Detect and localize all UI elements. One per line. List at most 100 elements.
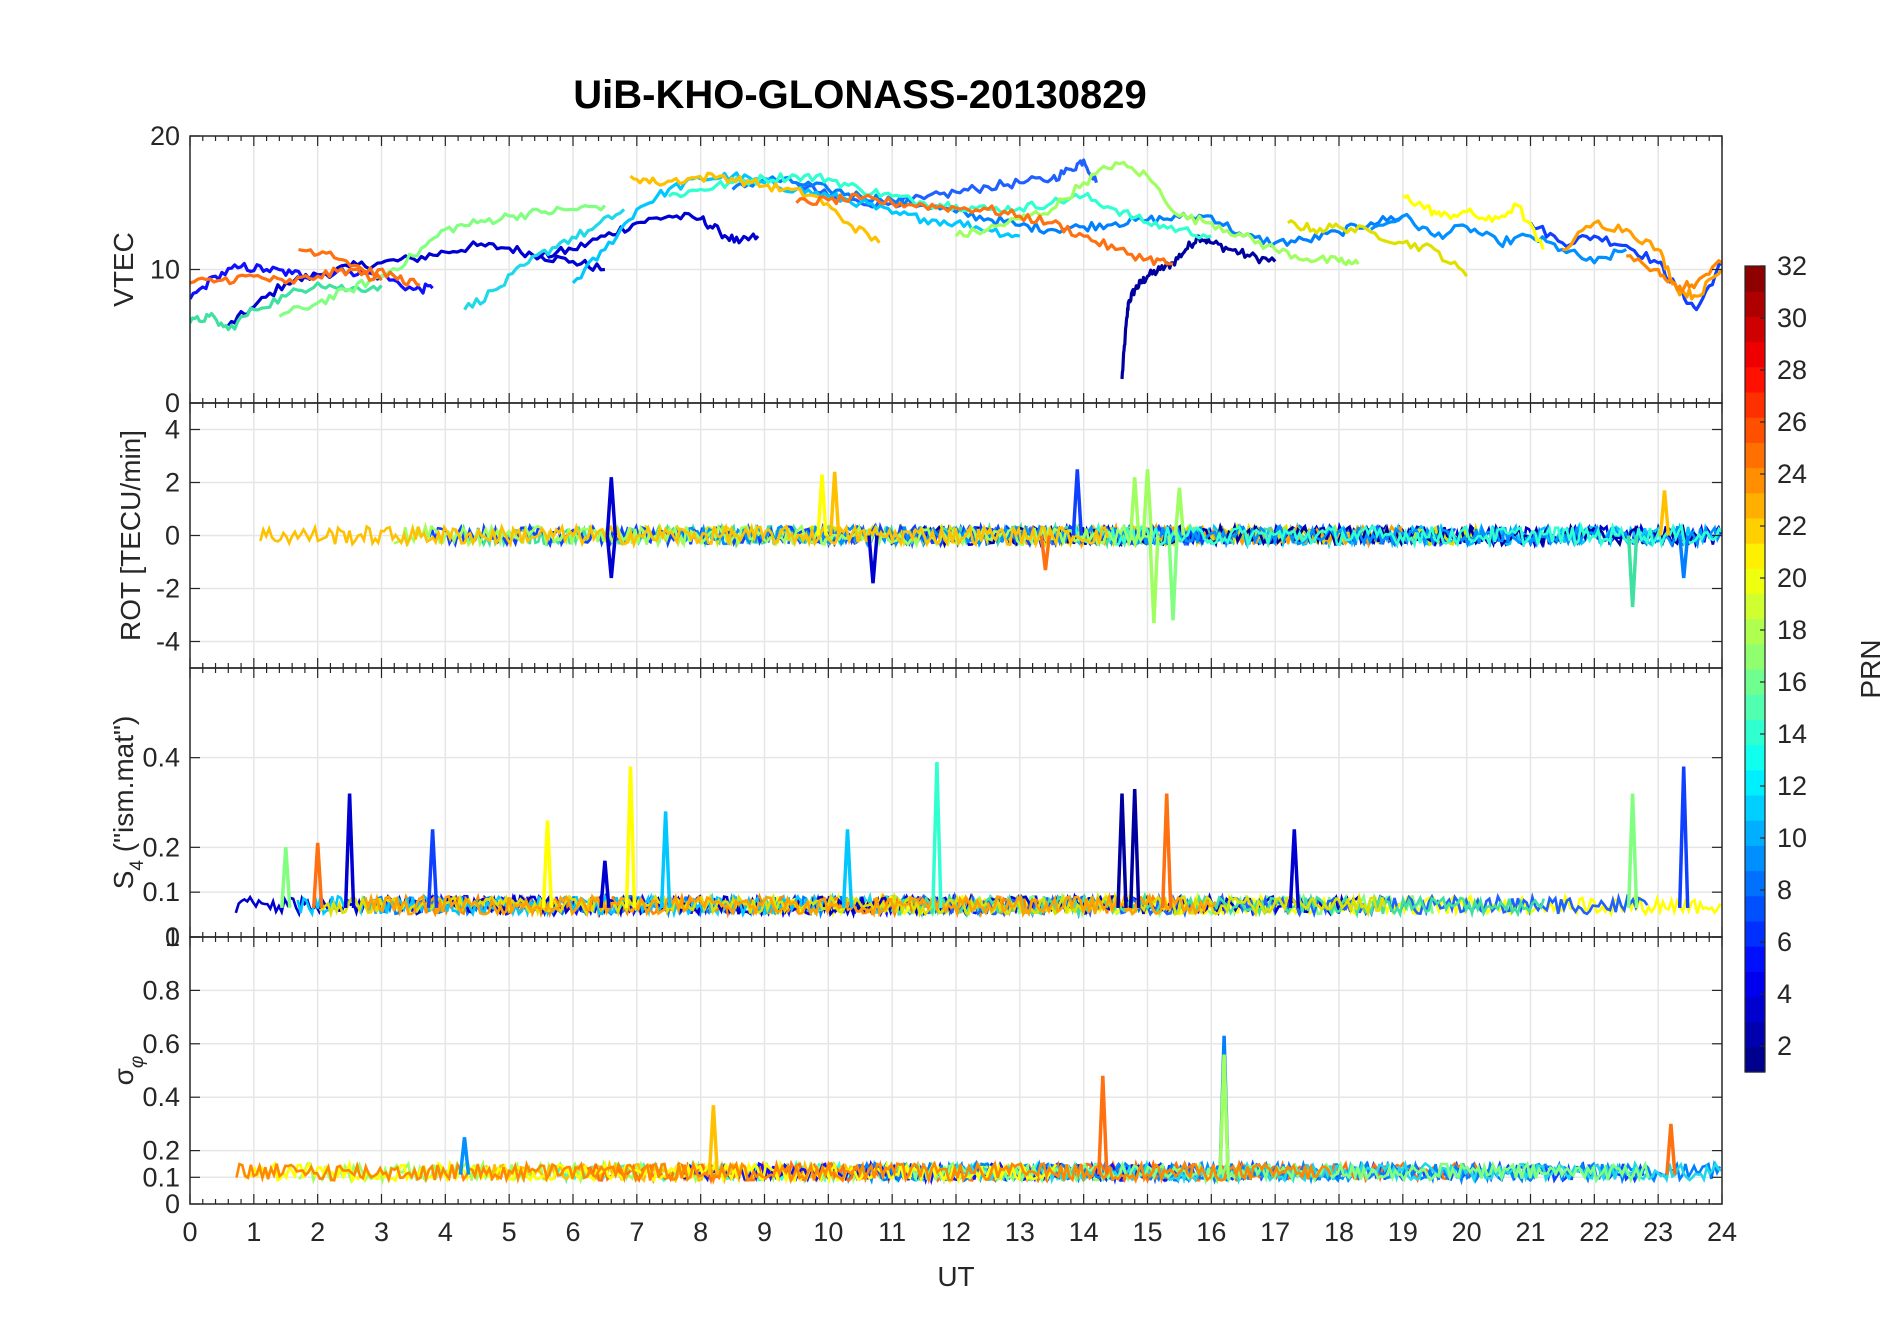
series-line xyxy=(1369,212,1628,265)
spike xyxy=(1218,1054,1230,1175)
y-tick-label: 4 xyxy=(165,415,180,445)
colorbar-segment xyxy=(1745,316,1765,343)
series-line xyxy=(190,266,383,286)
y-axis-label-sigma: σ xyxy=(108,1068,139,1085)
colorbar-segment xyxy=(1745,794,1765,821)
spike xyxy=(1288,829,1301,908)
y-tick-label: 0.8 xyxy=(142,975,180,1005)
spike xyxy=(1116,793,1128,908)
spike xyxy=(1128,477,1141,536)
spike xyxy=(867,535,879,584)
colorbar-tick-label: 14 xyxy=(1777,719,1807,749)
spike xyxy=(1658,490,1671,536)
colorbar-tick-label: 2 xyxy=(1777,1031,1792,1061)
spike xyxy=(343,793,356,908)
colorbar-segment xyxy=(1745,492,1765,519)
series-line xyxy=(298,247,421,287)
colorbar-segment xyxy=(1745,1021,1765,1048)
x-ticks xyxy=(189,668,1723,937)
y-tick-label: 0.6 xyxy=(142,1029,180,1059)
y-axis-label: ROT [TECU/min] xyxy=(115,430,146,641)
grid xyxy=(190,136,1722,403)
series-line xyxy=(364,891,1217,919)
spike xyxy=(1097,1075,1109,1175)
colorbar-tick-label: 10 xyxy=(1777,823,1807,853)
spike xyxy=(816,474,828,536)
y-tick-label: 1 xyxy=(165,922,180,952)
spike xyxy=(1677,766,1690,908)
colorbar-tick-label: 26 xyxy=(1777,407,1807,437)
spike xyxy=(1173,487,1186,536)
series-line xyxy=(795,158,1098,209)
spike xyxy=(1167,535,1179,621)
y-tick-label: 10 xyxy=(150,255,180,285)
y-axis: 0 0.1 0.2 0.4 xyxy=(142,743,1722,952)
x-tick-label: 8 xyxy=(693,1217,708,1247)
x-tick-label: 2 xyxy=(310,1217,325,1247)
x-axis-label: UT xyxy=(937,1261,974,1292)
y-axis-label: VTEC xyxy=(108,232,139,307)
data-layer xyxy=(190,158,1722,380)
x-tick-label: 14 xyxy=(1069,1217,1099,1247)
data-layer xyxy=(259,469,1722,624)
colorbar-segment xyxy=(1745,895,1765,922)
colorbar-tick-label: 6 xyxy=(1777,927,1792,957)
y-tick-label: 0 xyxy=(165,388,180,418)
series-line xyxy=(795,192,1174,267)
x-tick-label: 13 xyxy=(1005,1217,1035,1247)
spike xyxy=(311,842,324,909)
spike xyxy=(605,477,618,536)
x-tick-label: 7 xyxy=(629,1217,644,1247)
colorbar-tick-label: 28 xyxy=(1777,355,1807,385)
colorbar-segment xyxy=(1745,920,1765,947)
panel-3: 00.10.20.4S4 ("ism.mat") xyxy=(108,667,1723,952)
y-axis-label-phi: φ xyxy=(127,1056,148,1068)
series-line xyxy=(629,171,881,244)
x-tick-label: 24 xyxy=(1707,1217,1737,1247)
spike xyxy=(1039,535,1052,571)
data-layer xyxy=(235,1035,1722,1186)
spike xyxy=(1626,535,1639,608)
y-tick-label: 0 xyxy=(165,1189,180,1219)
x-tick-label: 20 xyxy=(1452,1217,1482,1247)
colorbar-segment xyxy=(1745,618,1765,645)
x-tick-label: 15 xyxy=(1132,1217,1162,1247)
colorbar-segment xyxy=(1745,971,1765,998)
spike xyxy=(458,1137,471,1175)
colorbar-segment xyxy=(1745,820,1765,846)
spike xyxy=(1128,788,1141,908)
colorbar-segment xyxy=(1745,417,1765,443)
series-line xyxy=(890,892,1546,919)
x-tick-label: 3 xyxy=(374,1217,389,1247)
colorbar-tick-label: 8 xyxy=(1777,875,1792,905)
x-tick-label: 6 xyxy=(565,1217,580,1247)
series-line xyxy=(902,1160,1650,1186)
spike xyxy=(1071,469,1084,536)
spike xyxy=(1665,1123,1677,1175)
colorbar-segment xyxy=(1745,769,1765,796)
colorbar-segment xyxy=(1745,568,1765,595)
colorbar-tick-label: 30 xyxy=(1777,303,1807,333)
spike xyxy=(426,829,439,908)
series-line xyxy=(235,1159,1333,1185)
series-line xyxy=(1562,219,1722,301)
series-line xyxy=(954,160,1360,267)
x-tick-label: 12 xyxy=(941,1217,971,1247)
chart-title: UiB-KHO-GLONASS-20130829 xyxy=(573,73,1147,117)
spike xyxy=(1141,469,1154,536)
x-tick-label: 17 xyxy=(1260,1217,1290,1247)
colorbar-tick-label: 16 xyxy=(1777,667,1807,697)
x-tick-label: 9 xyxy=(757,1217,772,1247)
colorbar-segment xyxy=(1745,694,1765,720)
colorbar-tick-label: 24 xyxy=(1777,459,1807,489)
x-axis: 0 1 2 3 4 5 6 7 8 9 10 11 12 13 14 15 16 17 18 19 20 21 22 23 24… xyxy=(182,1217,1737,1292)
y-tick-label: 2 xyxy=(165,468,180,498)
x-tick-label: 4 xyxy=(438,1217,453,1247)
colorbar-segment xyxy=(1745,744,1765,771)
colorbar-segment xyxy=(1745,291,1765,317)
x-ticks xyxy=(189,403,1723,668)
x-tick-label: 11 xyxy=(878,1217,906,1247)
